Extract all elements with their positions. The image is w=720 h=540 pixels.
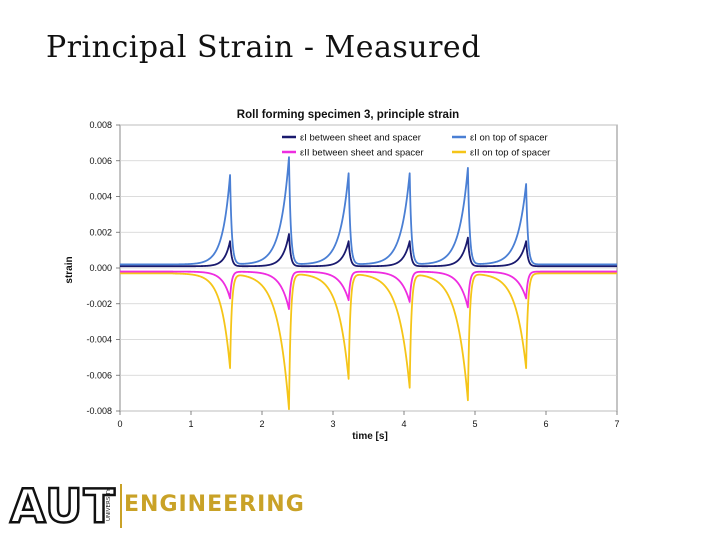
x-axis-label: time [s] — [352, 431, 388, 442]
y-tick-label: -0.008 — [86, 406, 112, 416]
y-tick-label: -0.004 — [86, 335, 112, 345]
strain-chart: Roll forming specimen 3, principle strai… — [64, 109, 620, 442]
series-line-2 — [119, 270, 618, 311]
y-tick-label: 0.000 — [89, 263, 112, 273]
x-axis-ticks: 0 1 2 3 4 5 6 7 — [117, 411, 620, 429]
slide-title: Principal Strain - Measured — [46, 30, 481, 65]
series-line-3 — [119, 272, 618, 411]
x-tick-label: 3 — [330, 419, 335, 429]
legend-label: εII between sheet and spacer — [300, 148, 424, 159]
y-tick-label: 0.008 — [89, 120, 112, 130]
y-tick-label: -0.006 — [86, 370, 112, 380]
y-tick-label: -0.002 — [86, 299, 112, 309]
x-tick-label: 0 — [117, 419, 122, 429]
x-tick-label: 7 — [614, 419, 619, 429]
grid-lines — [120, 124, 617, 412]
chart-legend: εI between sheet and spacer εI on top of … — [282, 133, 550, 159]
y-axis-ticks: 0.008 0.006 0.004 0.002 0.000 -0.002 -0.004 -0.… — [86, 120, 120, 416]
y-tick-label: 0.002 — [89, 227, 112, 237]
series-lines — [119, 156, 618, 411]
series-line-1 — [119, 156, 618, 266]
legend-label: εI on top of spacer — [470, 133, 548, 144]
y-tick-label: 0.004 — [89, 192, 112, 202]
series-line-0 — [119, 233, 618, 268]
x-tick-label: 6 — [543, 419, 548, 429]
x-tick-label: 1 — [188, 419, 193, 429]
legend-label: εI between sheet and spacer — [300, 133, 421, 144]
legend-label: εII on top of spacer — [470, 148, 550, 159]
chart-title: Roll forming specimen 3, principle strai… — [237, 109, 459, 121]
x-tick-label: 2 — [259, 419, 264, 429]
logo-department: ENGINEERING — [124, 492, 305, 517]
logo-divider — [120, 484, 122, 528]
logo-secondary: UNIVERSITY — [106, 488, 112, 522]
logo-primary: AUT — [9, 478, 116, 535]
x-tick-label: 4 — [401, 419, 406, 429]
y-tick-label: 0.006 — [89, 156, 112, 166]
y-axis-label: strain — [64, 256, 75, 283]
x-tick-label: 5 — [472, 419, 477, 429]
